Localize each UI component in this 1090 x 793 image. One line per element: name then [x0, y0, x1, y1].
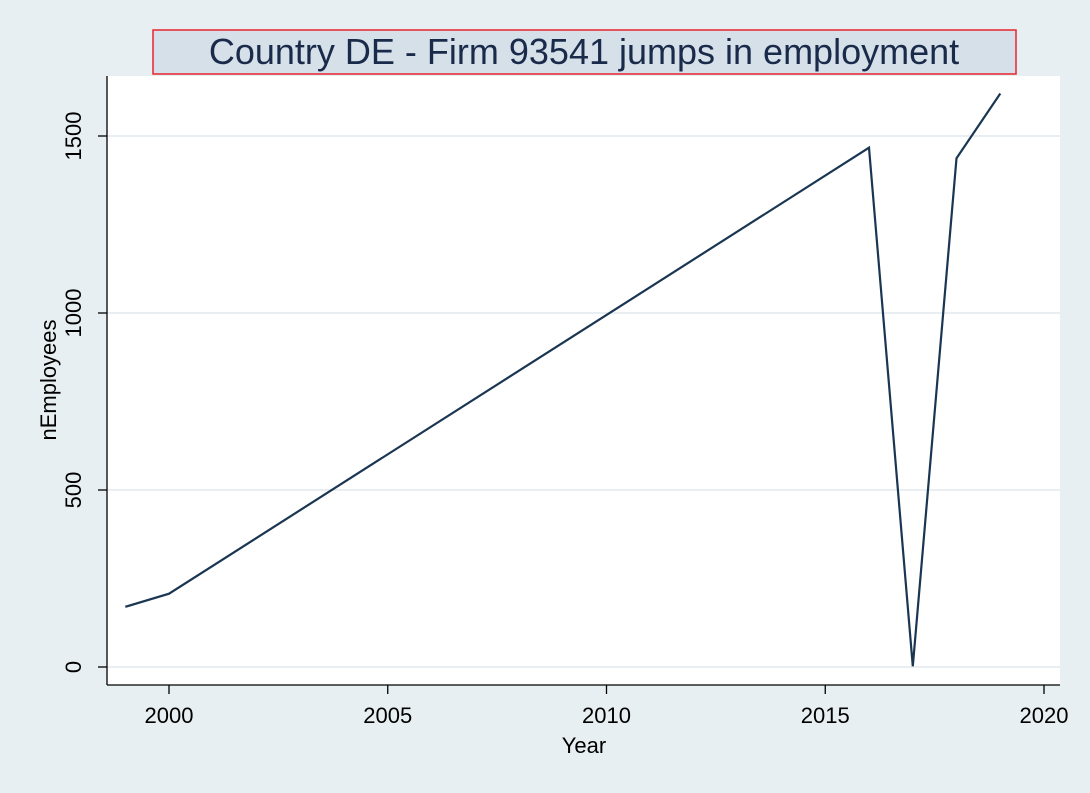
- x-tick-label: 2015: [801, 703, 850, 728]
- y-tick-label: 0: [61, 661, 86, 673]
- x-tick-label: 2000: [145, 703, 194, 728]
- y-tick-label: 1000: [61, 289, 86, 338]
- y-tick-label: 1500: [61, 112, 86, 161]
- x-tick-label: 2010: [582, 703, 631, 728]
- y-ticks: 0 500 1000 1500: [61, 112, 107, 673]
- y-axis-title: nEmployees: [36, 319, 61, 440]
- x-axis-title: Year: [562, 733, 606, 758]
- series-line: [124, 92, 1002, 667]
- x-tick-label: 2020: [1020, 703, 1069, 728]
- chart-title: Country DE - Firm 93541 jumps in employm…: [209, 31, 959, 72]
- x-tick-label: 2005: [363, 703, 412, 728]
- gridlines: [107, 135, 1060, 668]
- x-ticks: 2000 2005 2010 2015 2020: [145, 685, 1069, 728]
- plot-area: [107, 76, 1060, 685]
- title-box: [152, 29, 1017, 75]
- y-tick-label: 500: [61, 472, 86, 509]
